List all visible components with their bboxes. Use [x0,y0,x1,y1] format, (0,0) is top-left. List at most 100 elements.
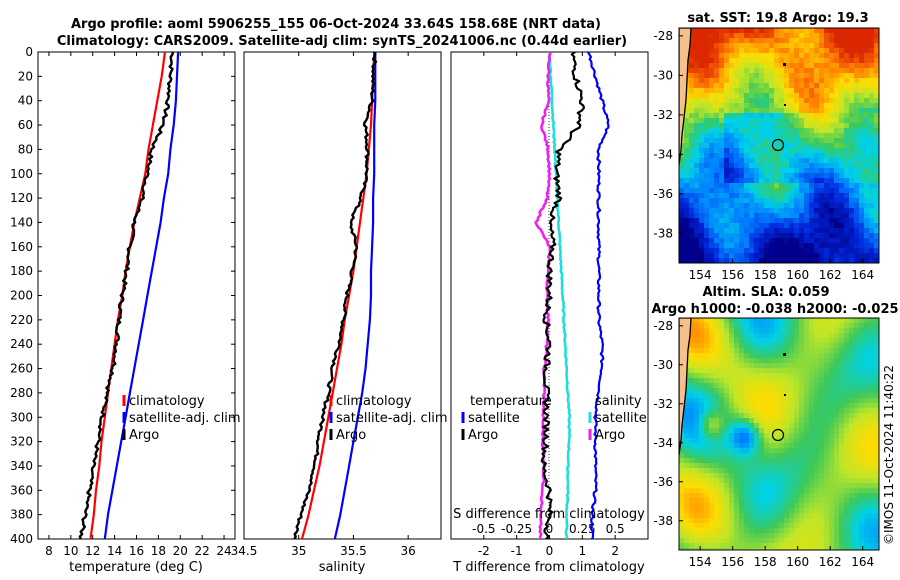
heatmap-cell [854,448,860,454]
heatmap-cell [824,223,830,229]
heatmap-cell [754,143,760,149]
heatmap-cell [759,438,765,444]
heatmap-cell [824,113,830,119]
heatmap-cell [859,483,865,489]
heatmap-cell [799,123,805,129]
heatmap-cell [854,478,860,484]
heatmap-cell [749,478,755,484]
heatmap-cell [689,178,695,184]
heatmap-cell [754,138,760,144]
heatmap-cell [694,163,700,169]
heatmap-cell [759,348,765,354]
heatmap-cell [754,123,760,129]
heatmap-cell [844,238,850,244]
heatmap-cell [704,428,710,434]
heatmap-cell [714,343,720,349]
heatmap-cell [864,383,870,389]
heatmap-cell [759,488,765,494]
heatmap-cell [839,103,845,109]
heatmap-cell [709,533,715,539]
heatmap-cell [789,228,795,234]
heatmap-cell [859,523,865,529]
heatmap-cell [704,523,710,529]
heatmap-cell [749,428,755,434]
heatmap-cell [794,318,800,324]
heatmap-cell [864,123,870,129]
heatmap-cell [844,218,850,224]
heatmap-cell [809,478,815,484]
heatmap-cell [764,438,770,444]
heatmap-cell [809,423,815,429]
heatmap-cell [769,68,775,74]
heatmap-cell [749,328,755,334]
heatmap-cell [784,323,790,329]
heatmap-cell [809,258,815,263]
depth-tick-label: 180 [10,264,33,278]
heatmap-cell [854,183,860,189]
heatmap-cell [829,193,835,199]
heatmap-cell [869,528,875,534]
heatmap-cell [779,438,785,444]
heatmap-cell [809,198,815,204]
heatmap-cell [844,468,850,474]
heatmap-cell [719,83,725,89]
heatmap-cell [854,488,860,494]
heatmap-cell [869,493,875,499]
heatmap-cell [804,328,810,334]
heatmap-cell [724,203,730,209]
heatmap-cell [699,128,705,134]
heatmap-cell [794,463,800,469]
heatmap-cell [864,483,870,489]
heatmap-cell [804,173,810,179]
heatmap-cell [729,373,735,379]
heatmap-cell [809,53,815,59]
heatmap-cell [794,323,800,329]
heatmap-cell [799,218,805,224]
heatmap-cell [859,488,865,494]
heatmap-cell [714,408,720,414]
heatmap-cell [844,398,850,404]
heatmap-cell [754,243,760,249]
heatmap-cell [769,58,775,64]
heatmap-cell [709,183,715,189]
heatmap-cell [859,473,865,479]
heatmap-cell [684,128,690,134]
heatmap-cell [814,83,820,89]
heatmap-cell [694,173,700,179]
heatmap-cell [749,133,755,139]
heatmap-cell [689,323,695,329]
depth-tick-label: 340 [10,459,33,473]
heatmap-cell [769,108,775,114]
heatmap-cell [849,223,855,229]
heatmap-cell [724,478,730,484]
heatmap-cell [714,38,720,44]
heatmap-cell [774,228,780,234]
heatmap-cell [739,258,745,263]
heatmap-cell [794,143,800,149]
heatmap-cell [694,43,700,49]
heatmap-cell [699,193,705,199]
heatmap-cell [769,528,775,534]
heatmap-cell [804,103,810,109]
heatmap-cell [769,78,775,84]
sst-map-frame [678,27,880,264]
heatmap-cell [729,128,735,134]
heatmap-cell [804,458,810,464]
heatmap-cell [794,368,800,374]
heatmap-cell [839,258,845,263]
heatmap-cell [854,518,860,524]
heatmap-cell [859,68,865,74]
heatmap-cell [799,193,805,199]
heatmap-cell [694,523,700,529]
heatmap-cell [849,98,855,104]
heatmap-cell [749,318,755,324]
heatmap-cell [794,198,800,204]
heatmap-cell [714,338,720,344]
heatmap-cell [739,403,745,409]
heatmap-cell [779,218,785,224]
heatmap-cell [689,143,695,149]
heatmap-cell [694,383,700,389]
heatmap-cell [844,523,850,529]
heatmap-cell [779,378,785,384]
heatmap-cell [679,523,685,529]
